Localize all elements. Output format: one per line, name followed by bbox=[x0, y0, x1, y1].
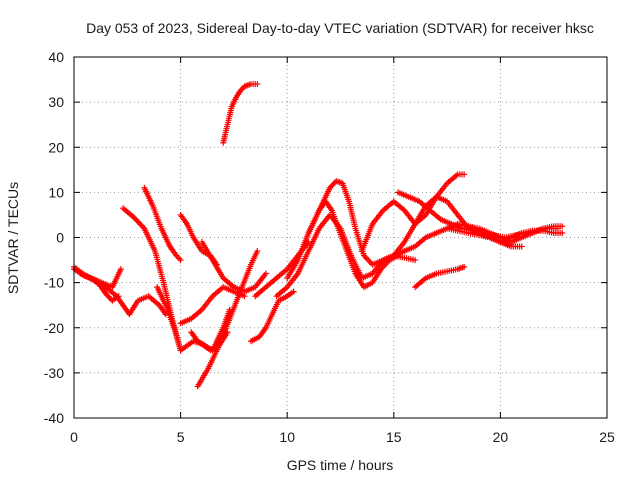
y-tick-label: 40 bbox=[48, 49, 64, 65]
series-arc-u bbox=[412, 263, 468, 291]
data-point bbox=[486, 234, 493, 241]
data-point bbox=[241, 293, 248, 300]
data-point bbox=[254, 248, 261, 255]
x-tick-label: 10 bbox=[279, 429, 295, 445]
series-arc-c bbox=[77, 266, 124, 291]
data-point bbox=[254, 81, 261, 88]
y-tick-label: -20 bbox=[44, 320, 64, 336]
series-arc-j bbox=[198, 239, 269, 295]
series-arc-r bbox=[358, 171, 468, 255]
x-tick-label: 5 bbox=[177, 429, 185, 445]
data-points bbox=[71, 81, 566, 390]
series-arc-e bbox=[141, 184, 184, 264]
x-tick-label: 25 bbox=[599, 429, 615, 445]
data-point bbox=[290, 288, 297, 295]
y-tick-label: 30 bbox=[48, 94, 64, 110]
series-arc-m bbox=[247, 288, 297, 345]
series-arc-k bbox=[177, 284, 248, 327]
data-point bbox=[412, 257, 419, 264]
y-tick-label: 10 bbox=[48, 184, 64, 200]
data-point bbox=[226, 306, 233, 313]
series-arc-i bbox=[194, 248, 261, 390]
data-point bbox=[177, 257, 184, 264]
chart-title: Day 053 of 2023, Sidereal Day-to-day VTE… bbox=[86, 20, 594, 36]
y-tick-label: -30 bbox=[44, 365, 64, 381]
data-point bbox=[559, 229, 566, 236]
series-arc-q bbox=[305, 178, 419, 268]
data-point bbox=[518, 243, 525, 250]
x-axis-label: GPS time / hours bbox=[287, 457, 394, 473]
y-tick-labels: 40 30 20 10 0 -10 -20 -30 -40 bbox=[44, 49, 64, 426]
data-point bbox=[117, 266, 124, 273]
series-arc-d bbox=[120, 205, 184, 354]
series-arc-x bbox=[444, 225, 493, 241]
x-tick-label: 0 bbox=[70, 429, 78, 445]
y-tick-label: 20 bbox=[48, 139, 64, 155]
y-tick-label: 0 bbox=[56, 230, 64, 246]
series-arc-p bbox=[284, 198, 402, 291]
series-arc-w bbox=[497, 227, 566, 246]
x-tick-label: 15 bbox=[386, 429, 402, 445]
data-point bbox=[461, 171, 468, 178]
y-tick-label: -10 bbox=[44, 275, 64, 291]
series-arc-l bbox=[220, 81, 261, 146]
y-tick-label: -40 bbox=[44, 410, 64, 426]
data-point bbox=[559, 223, 566, 230]
y-axis-label: SDTVAR / TECUs bbox=[5, 182, 21, 294]
data-point bbox=[262, 270, 269, 277]
data-point bbox=[461, 263, 468, 270]
x-tick-labels: 0 5 10 15 20 25 bbox=[70, 429, 615, 445]
data-point bbox=[115, 293, 122, 300]
x-tick-label: 20 bbox=[493, 429, 509, 445]
axis-ticks bbox=[73, 56, 608, 419]
